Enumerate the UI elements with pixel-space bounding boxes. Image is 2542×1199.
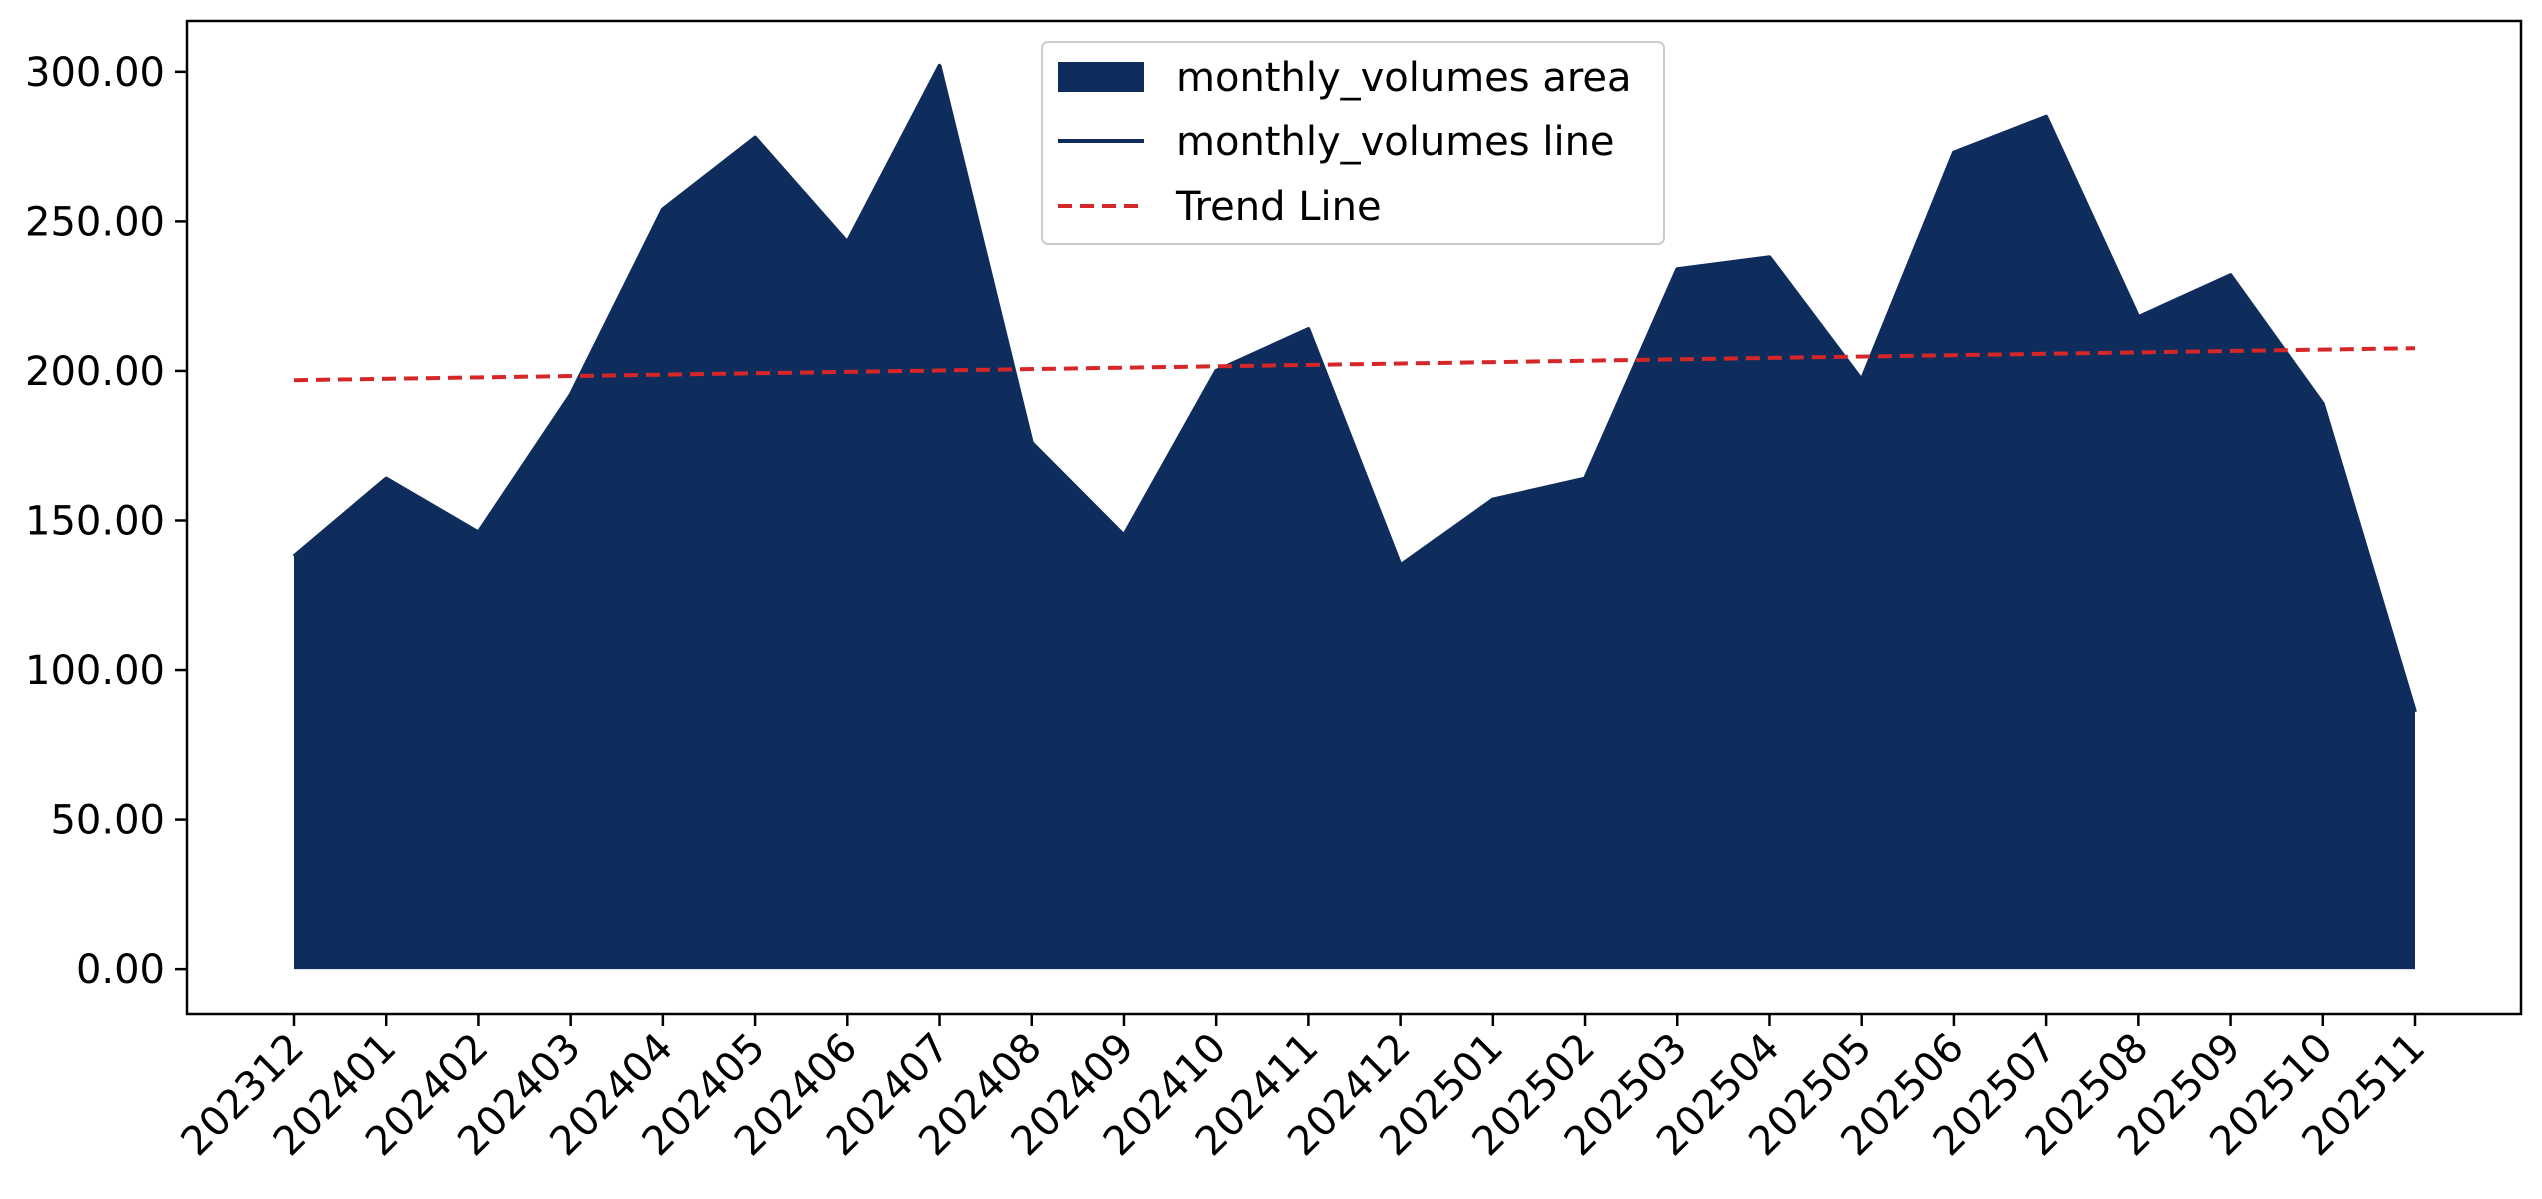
y-tick-label: 200.00 [25, 349, 165, 395]
legend-swatch-area [1058, 62, 1144, 92]
area-series [294, 65, 2415, 970]
legend-label-trend: Trend Line [1175, 184, 1382, 230]
legend-box [1041, 41, 1665, 245]
y-tick-label: 100.00 [25, 648, 165, 694]
y-tick-label: 300.00 [25, 50, 165, 96]
x-axis: 2023122024012024022024032024042024052024… [173, 1014, 2434, 1165]
y-tick-label: 150.00 [25, 498, 165, 544]
y-tick-label: 250.00 [25, 199, 165, 245]
legend: monthly_volumes area monthly_volumes lin… [1041, 41, 1665, 245]
line-series [292, 63, 2417, 713]
legend-label-line: monthly_volumes line [1176, 119, 1615, 165]
area-fill [294, 65, 2415, 970]
plot-frame [185, 19, 2523, 1016]
legend-label-area: monthly_volumes area [1176, 55, 1632, 101]
y-tick-label: 50.00 [50, 798, 165, 844]
trend-series [293, 346, 2416, 383]
trend-line [293, 346, 2416, 383]
series-line [292, 63, 2417, 713]
y-axis: 0.00 50.00 100.00 150.00 200.00 250.00 300.00 [25, 50, 187, 993]
y-tick-label: 0.00 [76, 947, 165, 993]
